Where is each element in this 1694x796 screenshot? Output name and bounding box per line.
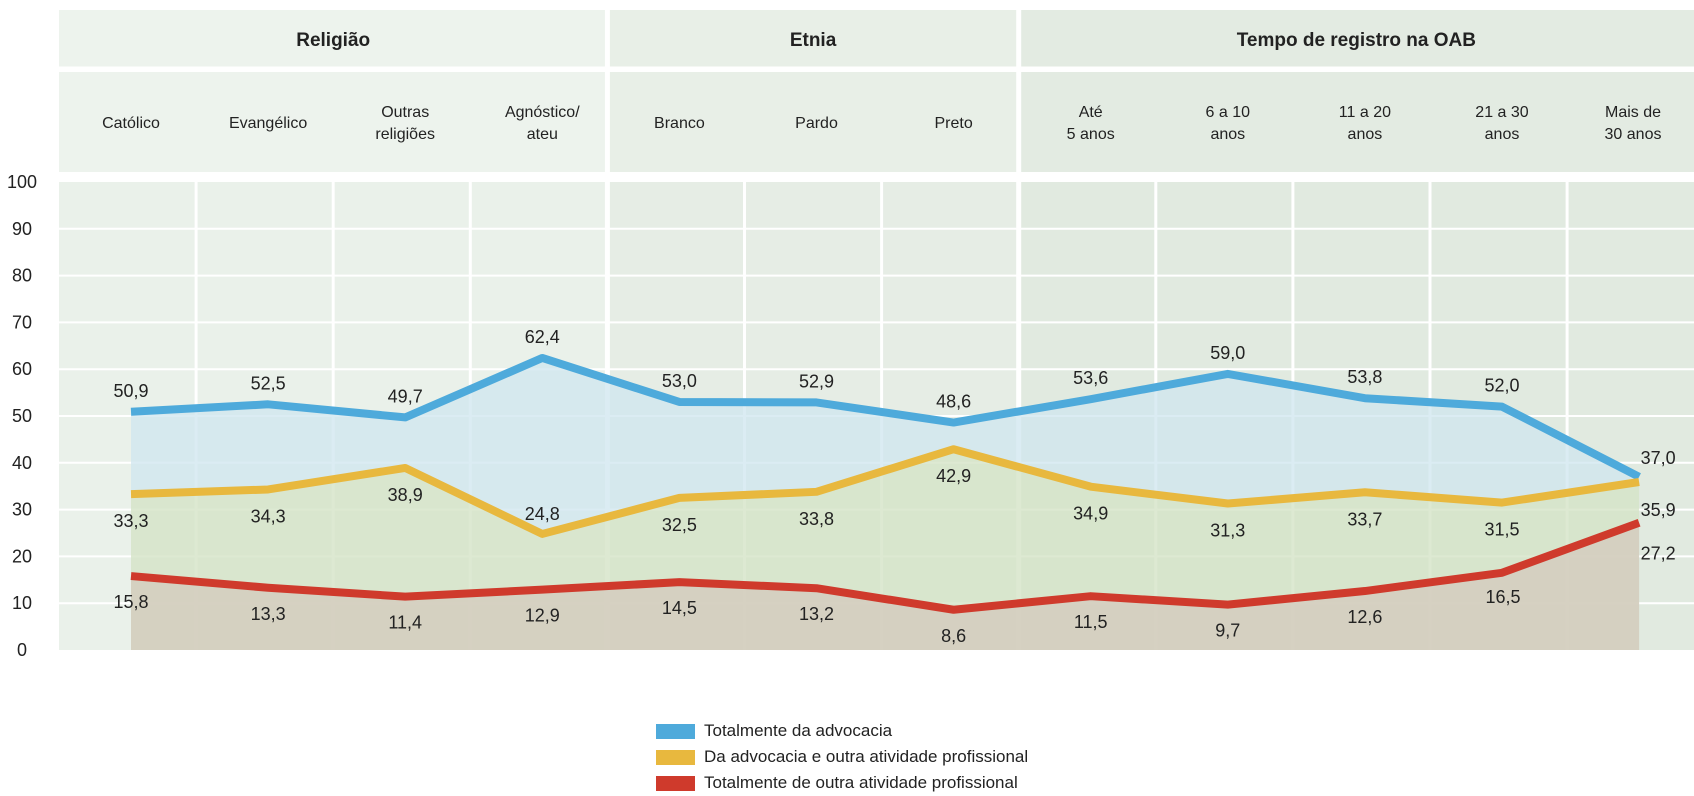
data-label-yellow: 33,8 <box>799 509 834 529</box>
data-label-yellow: 34,9 <box>1073 504 1108 524</box>
data-label-red: 14,5 <box>662 598 697 618</box>
data-label-blue: 37,0 <box>1641 448 1676 468</box>
area-fill-yellow <box>131 449 1640 610</box>
data-label-yellow: 32,5 <box>662 515 697 535</box>
category-label: 5 anos <box>1067 126 1115 143</box>
series-line-totalmente-outra <box>130 518 1641 614</box>
category-label: Até <box>1079 104 1103 121</box>
group-label: Religião <box>296 30 370 51</box>
series-line-totalmente-advocacia <box>130 353 1641 481</box>
data-label-blue: 49,7 <box>388 386 423 406</box>
data-label-yellow: 42,9 <box>936 466 971 486</box>
data-label-red: 27,2 <box>1641 544 1676 564</box>
data-label-yellow: 24,8 <box>525 504 560 524</box>
data-label-red: 8,6 <box>941 626 966 646</box>
y-tick-label: 100 <box>7 172 37 192</box>
data-label-red: 13,2 <box>799 604 834 624</box>
category-label: Evangélico <box>229 115 307 132</box>
data-label-yellow: 38,9 <box>388 485 423 505</box>
group-header-bg <box>59 10 608 70</box>
y-tick-label: 70 <box>12 312 32 332</box>
data-label-yellow: 31,5 <box>1484 520 1519 540</box>
category-label: Preto <box>934 115 972 132</box>
data-label-blue: 52,9 <box>799 371 834 391</box>
data-label-blue: 52,5 <box>251 373 286 393</box>
data-label-blue: 52,0 <box>1484 376 1519 396</box>
y-tick-label: 90 <box>12 219 32 239</box>
data-label-blue: 50,9 <box>113 381 148 401</box>
data-label-blue: 53,6 <box>1073 368 1108 388</box>
category-header-bg <box>59 72 608 172</box>
category-label: Pardo <box>795 115 838 132</box>
category-label: Católico <box>102 115 160 132</box>
category-label: anos <box>1485 126 1520 143</box>
data-label-yellow: 33,7 <box>1347 509 1382 529</box>
group-label: Etnia <box>790 30 837 51</box>
category-label: Agnóstico/ <box>505 104 580 121</box>
category-header-bg <box>1018 72 1694 172</box>
legend-swatch-yellow <box>656 749 695 765</box>
category-header-bg <box>607 72 1019 172</box>
data-label-blue: 59,0 <box>1210 343 1245 363</box>
y-tick-label: 60 <box>12 359 32 379</box>
category-label: Branco <box>654 115 705 132</box>
data-label-red: 11,4 <box>388 613 422 633</box>
group-label: Tempo de registro na OAB <box>1237 30 1476 51</box>
group-header-bg <box>607 10 1019 70</box>
data-label-red: 12,6 <box>1347 607 1382 627</box>
y-tick-label: 50 <box>12 406 32 426</box>
data-label-yellow: 31,3 <box>1210 521 1245 541</box>
legend-label: Totalmente de outra atividade profission… <box>704 773 1018 792</box>
data-label-red: 15,8 <box>113 592 148 612</box>
legend-swatch-blue <box>656 723 695 739</box>
chart-legend: Totalmente da advocacia Da advocacia e o… <box>656 718 1028 796</box>
area-fill-blue <box>131 357 1640 534</box>
legend-label: Da advocacia e outra atividade profissio… <box>704 747 1029 766</box>
category-label: Outras <box>381 104 429 121</box>
data-label-blue: 53,0 <box>662 371 697 391</box>
data-label-blue: 62,4 <box>525 327 560 347</box>
data-label-blue: 48,6 <box>936 392 971 412</box>
legend-swatch-red <box>656 775 695 791</box>
y-tick-label: 80 <box>12 266 32 286</box>
legend-label: Totalmente da advocacia <box>704 721 893 740</box>
y-tick-label: 10 <box>12 593 32 613</box>
data-label-yellow: 34,3 <box>251 506 286 526</box>
y-tick-label: 20 <box>12 546 32 566</box>
y-tick-label: 40 <box>12 453 32 473</box>
category-label: anos <box>1210 126 1245 143</box>
data-label-red: 13,3 <box>251 604 286 624</box>
y-tick-label: 0 <box>17 640 27 660</box>
legend-item-advocacia-e-outra: Da advocacia e outra atividade profissio… <box>656 744 1028 770</box>
data-label-red: 16,5 <box>1485 587 1520 607</box>
category-label: anos <box>1348 126 1383 143</box>
category-label: Mais de <box>1605 104 1661 121</box>
data-label-blue: 53,8 <box>1347 367 1382 387</box>
category-label: 21 a 30 <box>1475 104 1528 121</box>
category-label: ateu <box>527 126 558 143</box>
data-label-yellow: 35,9 <box>1641 500 1676 520</box>
legend-item-totalmente-outra: Totalmente de outra atividade profission… <box>656 770 1028 796</box>
data-label-yellow: 33,3 <box>113 511 148 531</box>
series-line-advocacia-e-outra <box>130 445 1640 538</box>
data-label-red: 9,7 <box>1215 621 1240 641</box>
area-fill-red <box>131 522 1640 650</box>
y-tick-label: 30 <box>12 500 32 520</box>
legend-item-totalmente-advocacia: Totalmente da advocacia <box>656 718 1028 744</box>
category-label: 11 a 20 <box>1339 104 1391 121</box>
data-label-red: 11,5 <box>1074 612 1108 632</box>
group-header-bg <box>1018 10 1694 70</box>
category-label: 6 a 10 <box>1206 104 1251 121</box>
category-label: religiões <box>375 126 435 143</box>
category-label: 30 anos <box>1605 126 1662 143</box>
data-label-red: 12,9 <box>525 606 560 626</box>
